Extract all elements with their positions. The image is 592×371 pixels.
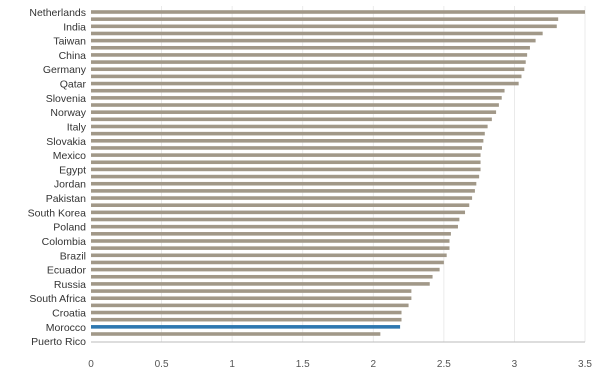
bar — [91, 232, 451, 236]
x-tick-label: 2.5 — [437, 359, 451, 370]
bar — [91, 103, 499, 107]
bar — [91, 217, 460, 222]
x-tick-label: 1.5 — [296, 359, 310, 370]
category-label: Pakistan — [46, 193, 86, 205]
bar — [91, 38, 536, 43]
category-label: Qatar — [60, 79, 87, 91]
bar — [91, 131, 485, 136]
bar — [91, 17, 559, 21]
bar — [91, 282, 430, 286]
bar — [91, 45, 530, 50]
category-label: South Korea — [28, 207, 87, 219]
bar — [91, 239, 450, 243]
category-label: Mexico — [53, 150, 86, 162]
x-tick-label: 2 — [371, 359, 377, 370]
x-tick-label: 1 — [229, 359, 235, 370]
bar — [91, 196, 473, 200]
category-label: Croatia — [52, 308, 86, 320]
x-tick-label: 0.5 — [155, 359, 169, 370]
category-label: Slovenia — [46, 93, 86, 105]
bar — [91, 289, 412, 293]
bar — [91, 124, 488, 129]
bar — [91, 96, 502, 100]
bar — [91, 146, 482, 150]
bar — [91, 88, 505, 93]
bar — [91, 74, 522, 79]
bar — [91, 139, 484, 143]
bar-highlighted — [91, 325, 401, 329]
bar — [91, 117, 492, 122]
x-tick-label: 3 — [512, 359, 518, 370]
category-label: Poland — [53, 222, 86, 234]
bar — [91, 60, 526, 64]
bar — [91, 296, 412, 301]
bar — [91, 24, 557, 29]
category-label: Norway — [50, 107, 86, 119]
bar — [91, 167, 481, 172]
x-tick-label: 3.5 — [578, 359, 592, 370]
bar — [91, 110, 497, 114]
bar — [91, 53, 528, 57]
bar — [91, 210, 466, 215]
bar — [91, 153, 481, 157]
bar — [91, 332, 381, 336]
category-label: Taiwan — [53, 36, 86, 48]
bar — [91, 174, 480, 179]
bar — [91, 260, 444, 265]
x-tick-labels: 0 0.5 1 1.5 2 2.5 3 3.5 — [88, 359, 592, 370]
category-label: Jordan — [54, 179, 86, 191]
bar — [91, 203, 470, 207]
category-label: Russia — [54, 279, 86, 291]
category-label: Slovakia — [46, 136, 86, 148]
category-label: Brazil — [60, 250, 86, 262]
bar — [91, 303, 409, 308]
category-label: Netherlands — [29, 7, 86, 19]
bar — [91, 31, 543, 36]
category-label: Ecuador — [47, 265, 87, 277]
bar — [91, 81, 519, 86]
category-label: Germany — [43, 64, 87, 76]
bars — [91, 10, 585, 336]
bar — [91, 224, 458, 229]
bar — [91, 189, 475, 193]
category-label: Egypt — [59, 164, 86, 176]
x-tick-label: 0 — [88, 359, 94, 370]
category-label: Colombia — [42, 236, 87, 248]
category-label: Puerto Rico — [31, 336, 86, 348]
bar — [91, 267, 440, 272]
category-labels: Netherlands India Taiwan China Germany Qatar S… — [28, 7, 87, 348]
category-label: South Africa — [29, 293, 86, 305]
bar — [91, 310, 402, 315]
bar — [91, 246, 450, 250]
bar — [91, 67, 525, 72]
bar — [91, 253, 447, 258]
bar — [91, 274, 433, 279]
category-label: Italy — [67, 121, 87, 133]
bar — [91, 317, 402, 322]
bar — [91, 10, 585, 14]
category-label: India — [63, 21, 86, 33]
bar — [91, 160, 481, 165]
bar — [91, 181, 477, 186]
category-label: China — [59, 50, 87, 62]
category-label: Morocco — [46, 322, 86, 334]
